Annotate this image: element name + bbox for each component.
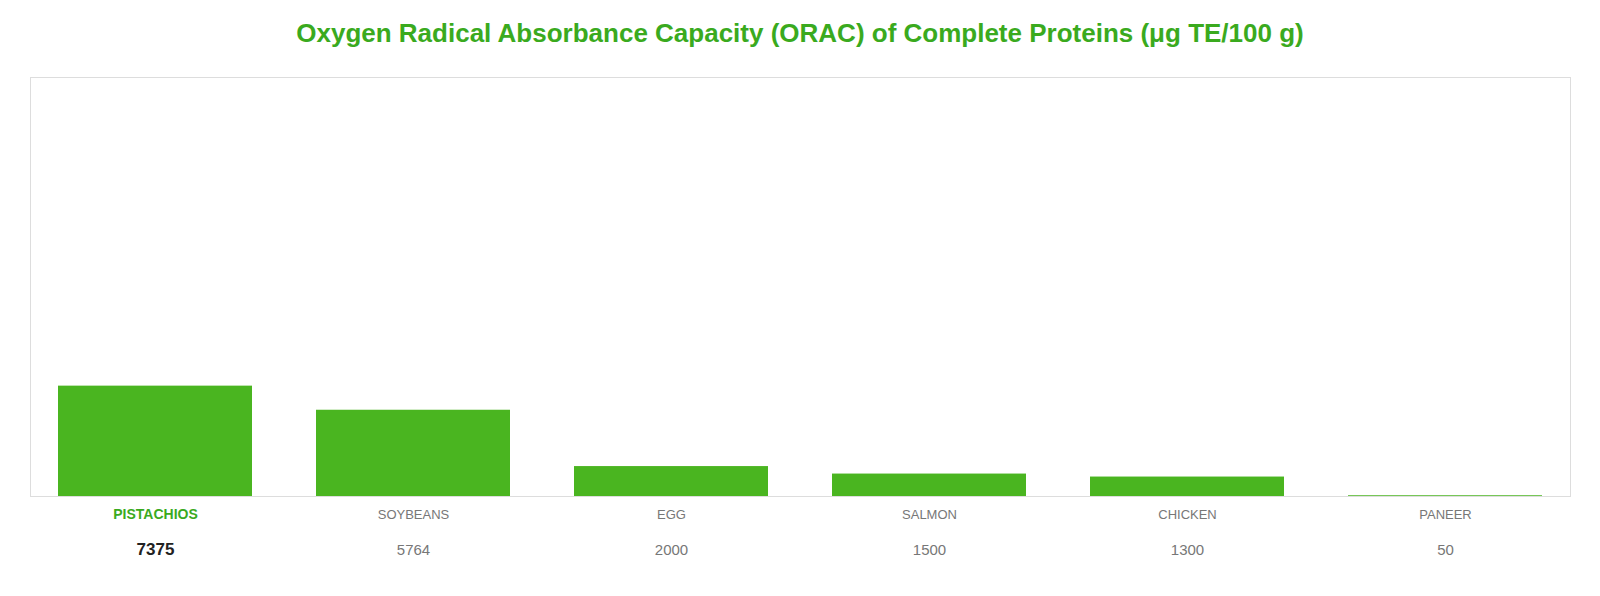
html-text:Oxygen Radical Absorbance Capa: Oxygen Radical Absorbance Capacity (ORAC… xyxy=(296,18,1304,48)
svg-text:1500: 1500 xyxy=(913,541,946,558)
svg-text:2000: 2000 xyxy=(655,541,688,558)
svg-text:1300: 1300 xyxy=(1171,541,1204,558)
svg-text:50: 50 xyxy=(1437,541,1454,558)
svg-text:PISTACHIOS: PISTACHIOS xyxy=(113,506,198,522)
svg-text:5764: 5764 xyxy=(397,541,430,558)
svg-text:PANEER: PANEER xyxy=(1419,507,1472,522)
svg-text:CHICKEN: CHICKEN xyxy=(1158,507,1217,522)
svg-text:SALMON: SALMON xyxy=(902,507,957,522)
svg-text:SOYBEANS: SOYBEANS xyxy=(378,507,450,522)
svg-text:7375: 7375 xyxy=(137,540,175,559)
svg-text:EGG: EGG xyxy=(657,507,686,522)
